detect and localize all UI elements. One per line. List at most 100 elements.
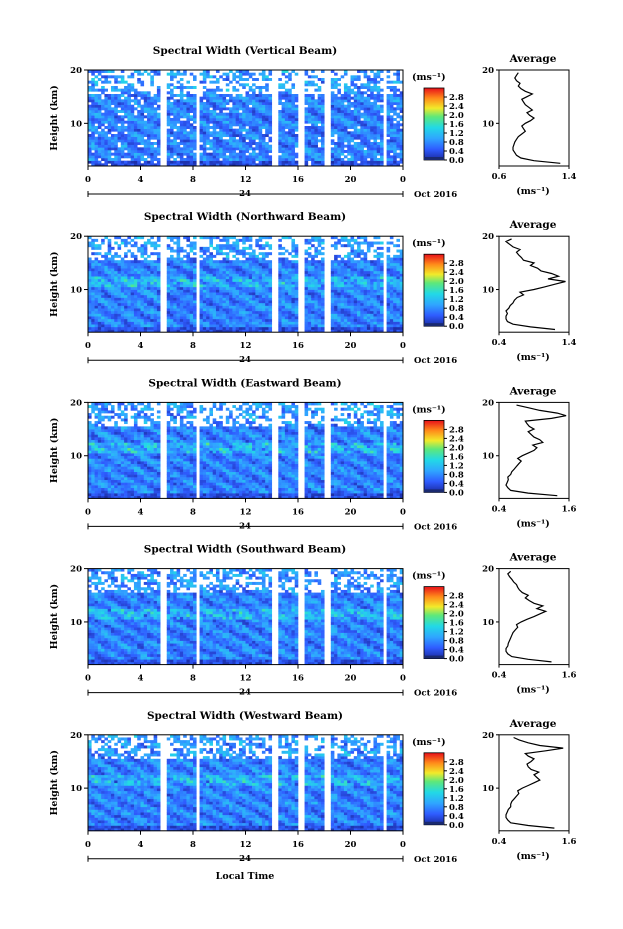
heatmap-cell <box>245 115 250 119</box>
heatmap-cell <box>337 302 341 306</box>
heatmap-cell <box>343 276 348 280</box>
heatmap-cell <box>330 78 335 81</box>
heatmap-cell <box>320 316 325 320</box>
heatmap-cell <box>133 286 138 290</box>
heatmap-cell <box>294 268 299 272</box>
heatmap-cell <box>248 163 253 167</box>
heatmap-cell <box>110 136 115 140</box>
heatmap-cell <box>265 115 269 119</box>
heatmap-cell <box>232 300 236 304</box>
heatmap-cell <box>317 139 322 143</box>
heatmap-cell <box>156 276 161 280</box>
heatmap-cell <box>245 160 250 164</box>
heatmap-cell <box>314 286 318 290</box>
heatmap-cell <box>389 128 394 132</box>
heatmap-cell <box>314 246 318 250</box>
heatmap-cell <box>173 308 177 312</box>
heatmap-cell <box>376 104 381 108</box>
heatmap-cell <box>143 163 148 167</box>
heatmap-cell <box>212 297 217 301</box>
heatmap-cell <box>281 123 286 127</box>
heatmap-cell <box>101 292 105 296</box>
heatmap-cell <box>360 324 364 328</box>
heatmap-cell <box>343 289 348 293</box>
heatmap-cell <box>347 126 351 129</box>
heatmap-cell <box>304 278 309 282</box>
heatmap-cell <box>193 112 197 116</box>
heatmap-cell <box>320 107 325 111</box>
heatmap-cell <box>166 96 171 100</box>
heatmap-cell <box>94 281 99 285</box>
heatmap-cell <box>94 147 99 151</box>
heatmap-cell <box>242 286 246 290</box>
heatmap-cell <box>107 99 112 103</box>
heatmap-cell <box>91 305 95 309</box>
heatmap-cell <box>88 241 92 245</box>
heatmap-cell <box>186 321 191 325</box>
heatmap-cell <box>133 152 138 156</box>
heatmap-cell <box>114 150 118 153</box>
heatmap-cell <box>248 252 253 256</box>
heatmap-cell <box>130 321 135 325</box>
heatmap-cell <box>104 310 108 314</box>
heatmap-cell <box>114 118 118 121</box>
heatmap-cell <box>170 294 174 298</box>
heatmap-cell <box>340 118 345 121</box>
heatmap-cell <box>173 265 177 269</box>
heatmap-cell <box>193 297 197 301</box>
heatmap-cell <box>248 270 253 274</box>
heatmap-cell <box>94 308 99 312</box>
heatmap-cell <box>278 318 282 322</box>
heatmap-cell <box>114 270 118 274</box>
heatmap-cell <box>265 150 269 153</box>
heatmap-cell <box>357 318 361 322</box>
heatmap-cell <box>320 128 325 132</box>
heatmap-cell <box>347 102 351 105</box>
heatmap-cell <box>215 126 220 129</box>
heatmap-cell <box>284 276 289 280</box>
heatmap-cell <box>183 147 187 151</box>
heatmap-cell <box>265 147 269 151</box>
heatmap-cell <box>137 142 141 145</box>
heatmap-cell <box>209 270 213 274</box>
heatmap-cell <box>199 262 204 266</box>
heatmap-cell <box>133 321 138 325</box>
heatmap-cell <box>330 270 335 274</box>
heatmap-cell <box>137 270 141 274</box>
heatmap-cell <box>117 163 122 167</box>
heatmap-cell <box>376 136 381 140</box>
heatmap-cell <box>91 70 95 73</box>
heatmap-cell <box>202 160 207 164</box>
heatmap-cell <box>170 246 174 250</box>
heatmap-cell <box>104 236 108 240</box>
heatmap-cell <box>222 300 227 304</box>
heatmap-cell <box>357 244 361 248</box>
heatmap-cell <box>202 278 207 282</box>
heatmap-cell <box>222 142 227 145</box>
heatmap-cell <box>255 136 259 140</box>
heatmap-cell <box>179 102 184 105</box>
heatmap-cell <box>101 265 105 269</box>
heatmap-cell <box>353 300 358 304</box>
heatmap-cell <box>186 254 191 258</box>
heatmap-cell <box>222 126 227 129</box>
heatmap-cell <box>386 142 391 145</box>
heatmap-cell <box>291 284 296 288</box>
heatmap-cell <box>143 329 148 333</box>
heatmap-cell <box>206 99 210 103</box>
heatmap-cell <box>170 78 174 81</box>
heatmap-cell <box>133 302 138 306</box>
heatmap-cell <box>199 284 204 288</box>
x-tick-label: 12 <box>240 175 252 185</box>
heatmap-cell <box>107 142 112 145</box>
heatmap-cell <box>156 150 161 153</box>
heatmap-cell <box>311 96 315 100</box>
heatmap-cell <box>104 294 108 298</box>
heatmap-cell <box>212 88 217 92</box>
heatmap-cell <box>235 80 240 84</box>
heatmap-cell <box>176 300 181 304</box>
heatmap-cell <box>212 99 217 103</box>
heatmap-cell <box>353 310 358 314</box>
heatmap-cell <box>245 268 250 272</box>
heatmap-cell <box>366 160 371 164</box>
